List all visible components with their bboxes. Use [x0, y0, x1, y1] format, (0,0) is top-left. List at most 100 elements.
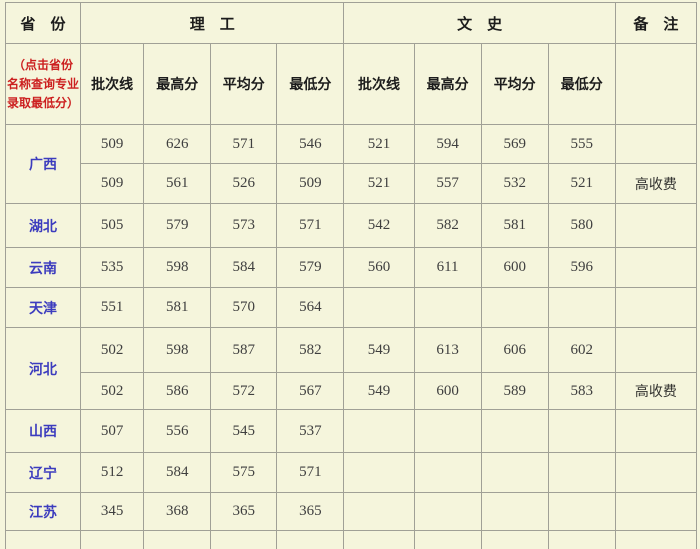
hebei1-remark	[614, 327, 698, 373]
header-science-batchline: 批次线	[80, 43, 145, 125]
guangxi2-arts-max: 557	[413, 163, 482, 204]
jiangsu-arts-min	[547, 492, 616, 531]
shanxi-arts-avg	[480, 409, 549, 453]
guangxi2-arts-batchline: 521	[343, 163, 415, 204]
partial-cell	[80, 530, 145, 549]
hubei-arts-batchline: 542	[343, 203, 415, 248]
partial-province-cell	[4, 530, 82, 549]
guangxi2-arts-min: 521	[547, 163, 616, 204]
shanxi-arts-min	[547, 409, 616, 453]
partial-cell	[614, 530, 698, 549]
header-row-groups: 省 份 理 工 文 史 备 注	[4, 2, 698, 44]
header-arts-avg: 平均分	[480, 43, 549, 125]
yunnan-science-avg: 584	[210, 247, 278, 288]
liaoning-remark	[614, 452, 698, 493]
table-row-hebei-2: 502 586 572 567 549 600 589 583 高收费	[6, 372, 698, 410]
header-arts-min: 最低分	[547, 43, 616, 125]
partial-cell	[276, 530, 345, 549]
hubei-arts-max: 582	[413, 203, 482, 248]
jiangsu-arts-max	[413, 492, 482, 531]
jiangsu-science-max: 368	[143, 492, 212, 531]
province-cell-hubei[interactable]: 湖北	[4, 203, 82, 248]
partial-cell	[343, 530, 415, 549]
liaoning-science-avg: 575	[210, 452, 278, 493]
shanxi-arts-max	[413, 409, 482, 453]
partial-cell	[413, 530, 482, 549]
province-link-jiangsu[interactable]: 江苏	[29, 505, 58, 521]
province-cell-yunnan[interactable]: 云南	[4, 247, 82, 288]
hubei-arts-min: 580	[547, 203, 616, 248]
yunnan-arts-min: 596	[547, 247, 616, 288]
jiangsu-science-batchline: 345	[80, 492, 145, 531]
guangxi1-science-min: 546	[276, 124, 345, 164]
tianjin-science-min: 564	[276, 287, 345, 328]
hubei-arts-avg: 581	[480, 203, 549, 248]
yunnan-arts-avg: 600	[480, 247, 549, 288]
province-link-guangxi[interactable]: 广西	[29, 158, 58, 173]
hebei2-arts-batchline: 549	[343, 372, 415, 410]
hebei1-science-batchline: 502	[80, 327, 145, 373]
shanxi-remark	[614, 409, 698, 453]
hebei2-arts-min: 583	[547, 372, 616, 410]
jiangsu-arts-avg	[480, 492, 549, 531]
guangxi1-science-avg: 571	[210, 124, 278, 164]
shanxi-science-max: 556	[143, 409, 212, 453]
hint-line-2: 名称查询专业	[7, 76, 80, 91]
liaoning-science-batchline: 512	[80, 452, 145, 493]
province-cell-tianjin[interactable]: 天津	[4, 287, 82, 328]
province-link-hebei[interactable]: 河北	[29, 362, 58, 378]
table-row-hubei: 湖北 505 579 573 571 542 582 581 580	[4, 203, 698, 248]
shanxi-science-batchline: 507	[80, 409, 145, 453]
yunnan-arts-batchline: 560	[343, 247, 415, 288]
hebei2-science-min: 567	[276, 372, 345, 410]
province-link-yunnan[interactable]: 云南	[29, 261, 58, 277]
admission-score-table: 省 份 理 工 文 史 备 注 （点击省份 名称查询专业 录取最低分） 批次线 …	[4, 2, 698, 549]
shanxi-science-avg: 545	[210, 409, 278, 453]
partial-cell	[210, 530, 278, 549]
province-cell-guangxi[interactable]: 广西	[4, 124, 82, 204]
tianjin-remark	[614, 287, 698, 328]
province-link-tianjin[interactable]: 天津	[29, 301, 58, 317]
hint-line-1: （点击省份	[13, 57, 74, 72]
header-remark-sub	[614, 43, 698, 125]
province-cell-jiangsu[interactable]: 江苏	[4, 492, 82, 531]
header-science-avg: 平均分	[210, 43, 278, 125]
province-cell-hebei[interactable]: 河北	[4, 327, 82, 410]
hebei2-arts-avg: 589	[480, 372, 549, 410]
header-arts-batchline: 批次线	[343, 43, 415, 125]
province-link-liaoning[interactable]: 辽宁	[29, 466, 58, 482]
guangxi1-arts-avg: 569	[480, 124, 549, 164]
province-cell-liaoning[interactable]: 辽宁	[4, 452, 82, 493]
jiangsu-science-avg: 365	[210, 492, 278, 531]
table-row-partial	[4, 530, 698, 549]
province-cell-shanxi[interactable]: 山西	[4, 409, 82, 453]
hebei1-arts-min: 602	[547, 327, 616, 373]
tianjin-arts-max	[413, 287, 482, 328]
liaoning-science-min: 571	[276, 452, 345, 493]
partial-cell	[547, 530, 616, 549]
header-province: 省 份	[4, 2, 82, 44]
header-row-subcols: （点击省份 名称查询专业 录取最低分） 批次线 最高分 平均分 最低分 批次线 …	[4, 43, 698, 125]
hebei1-arts-batchline: 549	[343, 327, 415, 373]
hubei-science-max: 579	[143, 203, 212, 248]
guangxi2-science-min: 509	[276, 163, 345, 204]
tianjin-science-max: 581	[143, 287, 212, 328]
hubei-science-avg: 573	[210, 203, 278, 248]
hubei-science-batchline: 505	[80, 203, 145, 248]
yunnan-science-max: 598	[143, 247, 212, 288]
shanxi-science-min: 537	[276, 409, 345, 453]
liaoning-arts-avg	[480, 452, 549, 493]
yunnan-science-min: 579	[276, 247, 345, 288]
liaoning-science-max: 584	[143, 452, 212, 493]
tianjin-arts-min	[547, 287, 616, 328]
hebei1-science-avg: 587	[210, 327, 278, 373]
hebei1-arts-avg: 606	[480, 327, 549, 373]
hebei2-remark-highfee: 高收费	[614, 372, 698, 410]
guangxi2-science-batchline: 509	[80, 163, 145, 204]
click-province-hint: （点击省份 名称查询专业 录取最低分）	[4, 43, 82, 125]
hebei2-science-batchline: 502	[80, 372, 145, 410]
yunnan-arts-max: 611	[413, 247, 482, 288]
hubei-science-min: 571	[276, 203, 345, 248]
province-link-hubei[interactable]: 湖北	[29, 219, 58, 235]
province-link-shanxi[interactable]: 山西	[29, 425, 58, 440]
